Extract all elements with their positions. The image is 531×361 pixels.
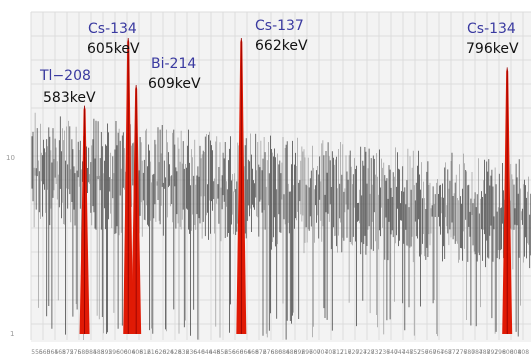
peak-label-energy: 605keV <box>87 41 140 57</box>
x-tick-label: 560 <box>39 349 51 356</box>
x-tick-label: 744 <box>394 349 406 356</box>
peak-label-energy: 662keV <box>255 38 308 54</box>
x-tick-label: 640 <box>193 349 205 356</box>
x-tick-label: 792 <box>487 349 499 356</box>
x-tick-label: 784 <box>471 349 483 356</box>
x-tick-label: 624 <box>162 349 174 356</box>
x-tick-label: 668 <box>247 349 259 356</box>
x-tick-label: 780 <box>464 349 476 356</box>
x-tick-label: 648 <box>209 349 221 356</box>
x-tick-label: 688 <box>286 349 298 356</box>
x-tick-label: 616 <box>147 349 159 356</box>
x-tick-label: 656 <box>224 349 236 356</box>
x-tick-label: 760 <box>425 349 437 356</box>
x-tick-label: 716 <box>340 349 352 356</box>
peak-series <box>79 38 513 335</box>
x-tick-label: 752 <box>409 349 421 356</box>
x-tick-label: 724 <box>355 349 367 356</box>
x-tick-label: 632 <box>178 349 190 356</box>
x-tick-label: 672 <box>255 349 267 356</box>
x-tick-label: 584 <box>85 349 97 356</box>
x-tick-label: 680 <box>271 349 283 356</box>
peak-label-nuclide: Cs-134 <box>88 21 137 37</box>
peak-annotations: Tl−208 583keV Cs-134 605keV Bi-214 609keV Cs-1… <box>39 18 519 106</box>
x-tick-label: 740 <box>386 349 398 356</box>
x-axis-ticks: 5565605645685725765805845885925966006046… <box>31 349 529 356</box>
peak-label-energy: 796keV <box>466 41 519 57</box>
peak-label-nuclide: Cs-137 <box>255 18 304 34</box>
x-tick-label: 636 <box>186 349 198 356</box>
x-tick-label: 704 <box>317 349 329 356</box>
x-tick-label: 700 <box>309 349 321 356</box>
y-tick-label: 10 <box>6 154 15 162</box>
x-tick-label: 580 <box>78 349 90 356</box>
x-tick-label: 608 <box>132 349 144 356</box>
y-tick-label: 1 <box>10 330 14 338</box>
x-tick-label: 800 <box>502 349 514 356</box>
x-tick-label: 664 <box>240 349 252 356</box>
x-tick-label: 692 <box>294 349 306 356</box>
x-tick-label: 804 <box>510 349 522 356</box>
x-tick-label: 556 <box>31 349 43 356</box>
x-tick-label: 736 <box>379 349 391 356</box>
x-tick-label: 768 <box>440 349 452 356</box>
x-tick-label: 596 <box>108 349 120 356</box>
y-axis-ticks: 1 10 <box>6 154 15 338</box>
x-tick-label: 732 <box>371 349 383 356</box>
x-tick-label: 592 <box>101 349 113 356</box>
x-tick-label: 588 <box>93 349 105 356</box>
x-tick-label: 572 <box>62 349 74 356</box>
x-tick-label: 644 <box>201 349 213 356</box>
x-tick-label: 628 <box>170 349 182 356</box>
x-tick-label: 652 <box>217 349 229 356</box>
x-tick-label: 720 <box>348 349 360 356</box>
x-tick-label: 620 <box>155 349 167 356</box>
x-tick-label: 748 <box>402 349 414 356</box>
x-tick-label: 796 <box>494 349 506 356</box>
peak-label-energy: 609keV <box>148 76 201 92</box>
x-tick-label: 600 <box>116 349 128 356</box>
x-tick-label: 756 <box>417 349 429 356</box>
x-tick-label: 772 <box>448 349 460 356</box>
x-tick-label: 576 <box>70 349 82 356</box>
x-tick-label: 728 <box>363 349 375 356</box>
x-tick-label: 660 <box>232 349 244 356</box>
x-tick-label: 696 <box>301 349 313 356</box>
x-tick-label: 708 <box>325 349 337 356</box>
peak-label-nuclide: Cs-134 <box>467 21 516 37</box>
peak-label-energy: 583keV <box>43 90 96 106</box>
x-tick-label: 808 <box>518 349 530 356</box>
spectrum-series <box>31 112 531 340</box>
x-tick-label: 568 <box>54 349 66 356</box>
x-tick-label: 564 <box>47 349 59 356</box>
x-tick-label: 676 <box>263 349 275 356</box>
x-tick-label: 788 <box>479 349 491 356</box>
x-tick-label: 712 <box>332 349 344 356</box>
peak-label-nuclide: Bi-214 <box>151 56 196 72</box>
x-tick-label: 684 <box>278 349 290 356</box>
x-tick-label: 764 <box>433 349 445 356</box>
x-tick-label: 612 <box>139 349 151 356</box>
x-tick-label: 776 <box>456 349 468 356</box>
peak-label-nuclide: Tl−208 <box>39 68 91 84</box>
x-tick-label: 604 <box>124 349 136 356</box>
